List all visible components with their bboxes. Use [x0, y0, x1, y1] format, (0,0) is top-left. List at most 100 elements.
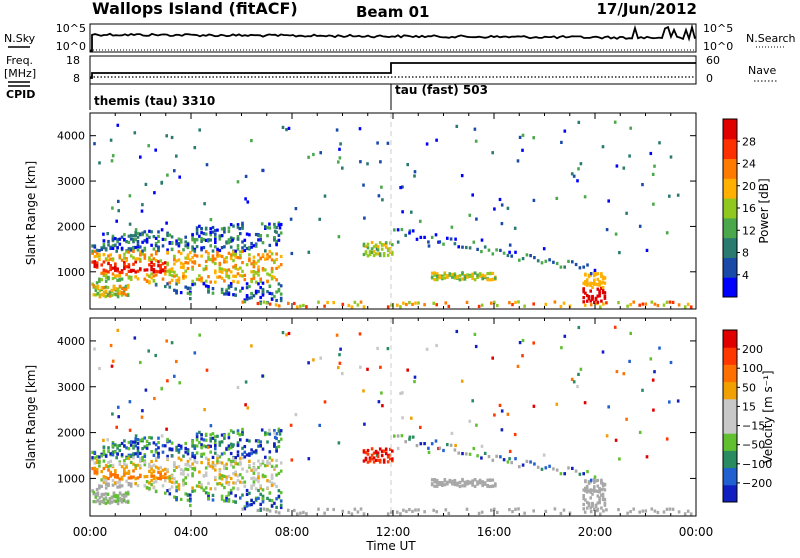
- power-cell: [389, 250, 392, 254]
- power-cell: [279, 231, 283, 235]
- velocity-cell: [290, 458, 294, 462]
- power-cell: [159, 270, 162, 274]
- power-cell: [405, 302, 408, 307]
- power-cell: [132, 262, 135, 266]
- power-cell: [596, 283, 600, 287]
- power-cell: [261, 241, 265, 245]
- velocity-cell: [153, 396, 156, 401]
- velocity-cell: [227, 436, 231, 440]
- velocity-cell: [514, 457, 517, 461]
- velocity-cell: [589, 490, 592, 494]
- velocity-cell: [252, 450, 256, 454]
- velocity-cell: [572, 380, 576, 384]
- power-cell: [191, 233, 194, 237]
- velocity-cell: [518, 341, 522, 345]
- power-cell: [299, 304, 302, 308]
- velocity-cell: [248, 452, 251, 456]
- power-cell: [455, 124, 459, 128]
- power-cell: [198, 278, 201, 282]
- velocity-ylabel: Slant Range [km]: [24, 365, 38, 469]
- power-cell: [293, 301, 296, 306]
- power-cell: [362, 252, 366, 257]
- velocity-cell: [243, 455, 247, 459]
- xtick-label: 12:00: [376, 525, 411, 539]
- velocity-cell: [468, 481, 472, 485]
- velocity-cell: [109, 343, 113, 348]
- power-cell: [626, 304, 629, 308]
- velocity-cell: [154, 443, 158, 447]
- power-cell: [454, 237, 457, 241]
- power-cell: [644, 302, 648, 306]
- power-cell: [177, 250, 181, 254]
- power-cell: [145, 279, 149, 283]
- velocity-cell: [435, 481, 439, 485]
- power-cell: [483, 245, 487, 249]
- velocity-cell: [175, 489, 178, 493]
- velocity-cell: [193, 467, 197, 471]
- power-cell: [408, 301, 411, 305]
- velocity-cell: [227, 499, 231, 503]
- power-cell: [427, 240, 430, 244]
- power-cell: [218, 275, 222, 279]
- power-cell: [127, 269, 131, 273]
- power-cell: [175, 282, 178, 286]
- power-cell: [152, 247, 156, 251]
- power-cell: [241, 261, 244, 265]
- power-cell: [120, 235, 124, 239]
- velocity-cell: [378, 447, 382, 451]
- velocity-cell: [200, 433, 203, 437]
- power-cell: [104, 271, 108, 275]
- velocity-cell: [223, 451, 226, 455]
- power-cell: [380, 243, 384, 247]
- power-cell: [202, 267, 206, 271]
- colorbar-swatch: [723, 484, 737, 503]
- power-cell: [250, 241, 253, 246]
- velocity-cell: [118, 477, 122, 481]
- xtick-label: 00:00: [679, 525, 714, 539]
- colorbar-swatch: [723, 217, 737, 239]
- velocity-cell: [191, 489, 194, 493]
- velocity-cell: [98, 459, 101, 463]
- power-cell: [488, 278, 492, 282]
- power-cell: [214, 237, 217, 241]
- velocity-cell: [143, 436, 147, 440]
- velocity-cell: [234, 470, 237, 474]
- power-cell: [102, 271, 106, 276]
- velocity-cell: [120, 500, 124, 504]
- velocity-cell: [275, 432, 278, 436]
- velocity-cell: [170, 476, 174, 480]
- velocity-cell: [102, 475, 106, 480]
- power-cell: [126, 283, 130, 288]
- velocity-cell: [122, 494, 126, 498]
- velocity-cell: [521, 463, 525, 467]
- power-cell: [402, 301, 405, 305]
- power-cell: [252, 294, 256, 298]
- velocity-cell: [239, 496, 242, 500]
- velocity-cell: [257, 471, 260, 476]
- velocity-cell: [102, 445, 106, 449]
- velocity-cell: [662, 510, 666, 514]
- velocity-cell: [173, 464, 176, 468]
- power-cell: [275, 252, 278, 256]
- power-cell: [500, 203, 504, 207]
- velocity-cell: [594, 479, 598, 483]
- power-cell: [615, 164, 619, 168]
- power-cell: [544, 302, 548, 306]
- velocity-cell: [598, 496, 601, 500]
- velocity-cell: [211, 432, 215, 436]
- power-cell: [239, 232, 242, 236]
- velocity-cell: [506, 412, 510, 416]
- power-cell: [182, 262, 185, 266]
- velocity-cell: [120, 453, 124, 457]
- velocity-cell: [216, 454, 219, 458]
- power-cell: [126, 285, 130, 289]
- velocity-cell: [139, 439, 142, 443]
- velocity-cell: [231, 444, 234, 448]
- velocity-cell: [143, 445, 147, 449]
- power-cell: [532, 198, 536, 202]
- power-cell: [143, 239, 147, 243]
- power-cell: [184, 261, 187, 265]
- velocity-cell: [254, 487, 258, 491]
- colorbar-swatch: [723, 138, 737, 160]
- velocity-cell: [110, 364, 114, 368]
